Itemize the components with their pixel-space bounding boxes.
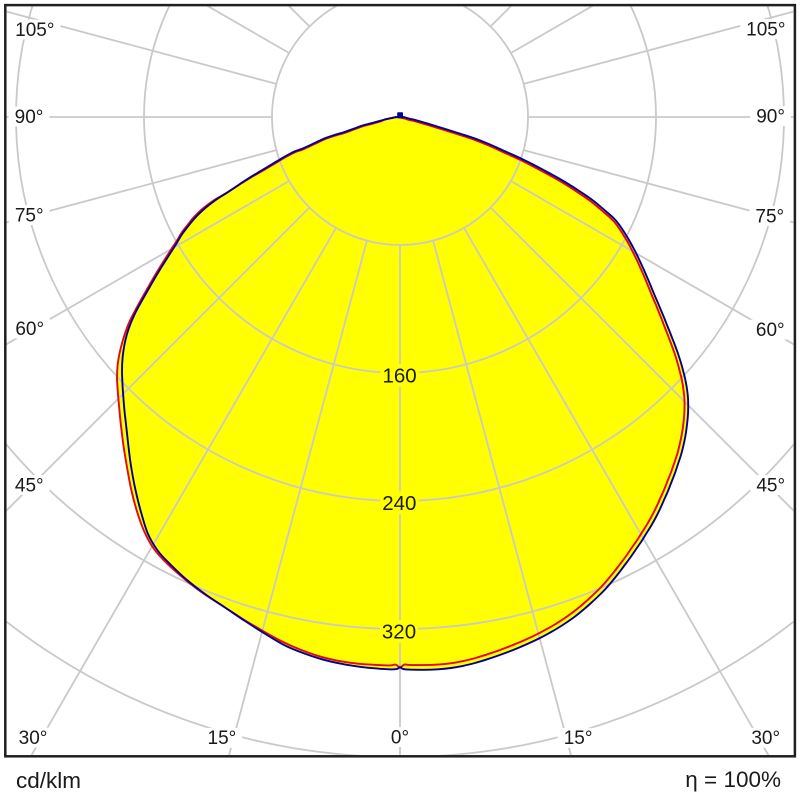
svg-text:0°: 0° — [391, 727, 409, 748]
svg-text:15°: 15° — [564, 728, 593, 749]
svg-text:75°: 75° — [755, 206, 784, 227]
svg-text:75°: 75° — [15, 205, 44, 226]
svg-text:90°: 90° — [756, 106, 785, 127]
svg-text:160: 160 — [382, 365, 416, 388]
svg-text:60°: 60° — [756, 320, 785, 341]
svg-text:30°: 30° — [751, 728, 780, 749]
svg-text:105°: 105° — [746, 19, 785, 40]
svg-text:60°: 60° — [15, 319, 44, 340]
svg-text:45°: 45° — [15, 475, 44, 496]
svg-text:30°: 30° — [19, 728, 48, 749]
svg-text:320: 320 — [382, 621, 416, 644]
svg-text:η = 100%: η = 100% — [685, 767, 781, 792]
svg-text:cd/klm: cd/klm — [16, 768, 81, 793]
svg-text:90°: 90° — [15, 107, 44, 128]
svg-text:240: 240 — [382, 492, 416, 515]
svg-text:105°: 105° — [15, 20, 54, 41]
svg-text:15°: 15° — [208, 728, 237, 749]
svg-text:45°: 45° — [756, 475, 785, 496]
